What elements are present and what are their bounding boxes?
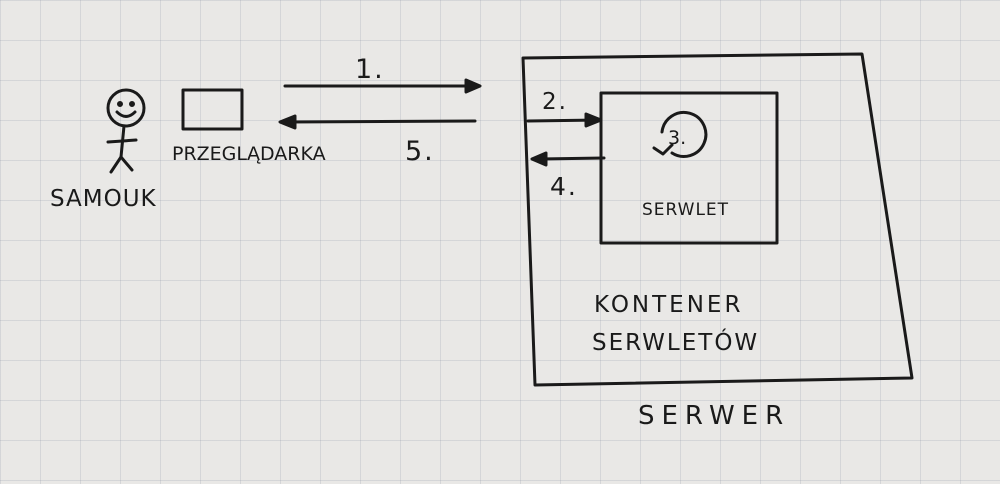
step-2-label: 2. [542, 89, 568, 115]
container-label-line1: KONTENER [594, 292, 744, 318]
browser-label: PRZEGLĄDARKA [172, 143, 326, 165]
browser-box-icon [181, 88, 244, 131]
container-label-line2: SERWLETÓW [592, 330, 760, 356]
arrow-forward-to-servlet [526, 112, 603, 128]
server-label: SERWER [638, 401, 791, 431]
processing-loop-icon [652, 111, 708, 158]
step-4-label: 4. [550, 172, 578, 201]
actor-label: SAMOUK [50, 186, 157, 212]
step-1-label: 1. [355, 54, 385, 85]
arrow-servlet-result [530, 151, 606, 167]
arrow-response [278, 114, 477, 130]
arrow-request [283, 78, 482, 94]
step-5-label: 5. [405, 136, 435, 167]
step-3-label: 3. [668, 127, 687, 149]
servlet-box [599, 91, 779, 245]
servlet-label: SERWLET [642, 200, 730, 220]
stick-figure-icon [106, 88, 146, 174]
server-box [521, 52, 914, 387]
